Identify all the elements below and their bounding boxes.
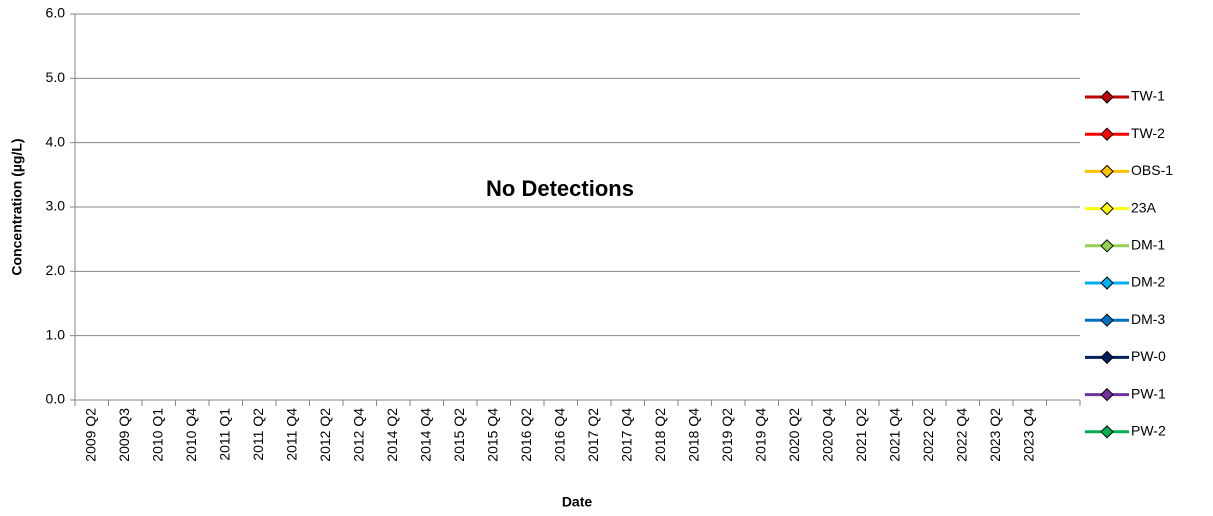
x-tick-label: 2023 Q2: [987, 408, 1003, 462]
y-tick-label: 1.0: [46, 326, 66, 342]
y-axis-label: Concentration (µg/L): [9, 138, 25, 275]
x-tick-label: 2011 Q2: [250, 408, 266, 461]
x-tick-label: 2023 Q4: [1020, 408, 1036, 462]
legend-marker: [1100, 350, 1114, 365]
legend-label: PW-2: [1131, 423, 1166, 439]
x-tick-label: 2016 Q4: [551, 408, 567, 462]
legend-label: TW-1: [1131, 88, 1165, 104]
legend-label: PW-0: [1131, 348, 1166, 364]
legend-label: DM-2: [1131, 274, 1165, 290]
annotation: No Detections: [486, 176, 634, 201]
legend-marker: [1100, 164, 1114, 179]
x-tick-label: 2017 Q4: [618, 408, 634, 462]
y-tick-label: 6.0: [46, 5, 66, 21]
x-tick-label: 2009 Q3: [116, 408, 132, 462]
legend-marker: [1100, 90, 1114, 104]
legend-label: DM-1: [1131, 237, 1165, 253]
legend-label: DM-3: [1131, 311, 1165, 327]
legend-marker: [1100, 201, 1114, 216]
x-tick-label: 2012 Q2: [317, 408, 333, 462]
x-tick-label: 2009 Q2: [82, 408, 98, 462]
y-tick-label: 4.0: [46, 133, 66, 149]
x-tick-label: 2011 Q1: [216, 408, 232, 461]
y-tick-label: 0.0: [46, 391, 66, 407]
x-tick-label: 2018 Q4: [685, 408, 701, 462]
y-tick-label: 2.0: [46, 262, 66, 278]
legend-marker: [1100, 313, 1114, 327]
x-tick-label: 2019 Q4: [752, 408, 768, 462]
x-tick-label: 2011 Q4: [283, 408, 299, 461]
x-tick-label: 2022 Q4: [953, 408, 969, 462]
x-tick-label: 2020 Q4: [819, 408, 835, 462]
x-tick-label: 2021 Q4: [886, 408, 902, 462]
legend-marker: [1100, 276, 1114, 290]
x-tick-label: 2022 Q2: [920, 408, 936, 462]
legend-label: TW-2: [1131, 125, 1165, 141]
y-tick-label: 3.0: [46, 198, 66, 214]
legend-label: 23A: [1131, 199, 1157, 215]
x-axis-label: Date: [562, 494, 593, 510]
x-tick-label: 2010 Q1: [149, 408, 165, 462]
x-tick-label: 2021 Q2: [853, 408, 869, 462]
legend-marker: [1100, 425, 1114, 439]
x-tick-label: 2016 Q2: [518, 408, 534, 462]
legend-label: OBS-1: [1131, 162, 1173, 178]
x-tick-label: 2020 Q2: [786, 408, 802, 462]
legend-marker: [1100, 239, 1114, 253]
x-tick-label: 2015 Q4: [484, 408, 500, 462]
x-tick-label: 2018 Q2: [652, 408, 668, 462]
legend-marker: [1100, 127, 1114, 141]
legend-marker: [1100, 387, 1114, 402]
y-tick-label: 5.0: [46, 69, 66, 85]
x-tick-label: 2010 Q4: [183, 408, 199, 462]
legend-label: PW-1: [1131, 385, 1166, 401]
x-tick-label: 2014 Q2: [384, 408, 400, 462]
x-tick-label: 2014 Q4: [417, 408, 433, 462]
x-tick-label: 2017 Q2: [585, 408, 601, 462]
x-tick-label: 2012 Q4: [350, 408, 366, 462]
x-tick-label: 2019 Q2: [719, 408, 735, 462]
x-tick-label: 2015 Q2: [451, 408, 467, 462]
